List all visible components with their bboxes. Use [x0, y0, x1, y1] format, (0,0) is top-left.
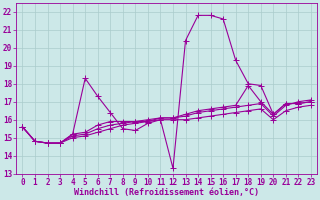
X-axis label: Windchill (Refroidissement éolien,°C): Windchill (Refroidissement éolien,°C)	[74, 188, 259, 197]
